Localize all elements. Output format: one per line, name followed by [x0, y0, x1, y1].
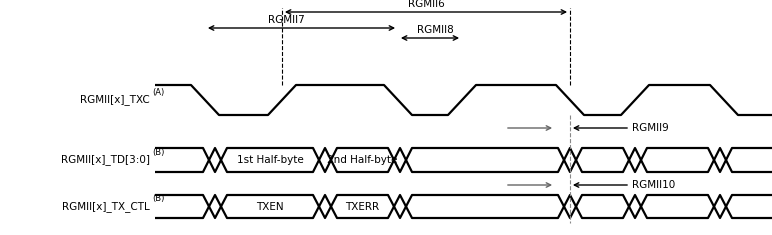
- Text: RGMII8: RGMII8: [417, 25, 453, 35]
- Text: RGMII10: RGMII10: [632, 180, 676, 190]
- Text: (A): (A): [152, 87, 164, 97]
- Text: TXEN: TXEN: [256, 201, 284, 212]
- Text: RGMII[x]_TD[3:0]: RGMII[x]_TD[3:0]: [61, 155, 150, 165]
- Text: (B): (B): [152, 148, 164, 157]
- Text: RGMII9: RGMII9: [632, 123, 669, 133]
- Text: RGMII7: RGMII7: [268, 15, 305, 25]
- Text: RGMII[x]_TXC: RGMII[x]_TXC: [80, 94, 150, 106]
- Text: (B): (B): [152, 194, 164, 203]
- Text: 1st Half-byte: 1st Half-byte: [237, 155, 303, 165]
- Text: RGMII6: RGMII6: [408, 0, 445, 9]
- Text: 2nd Half-byte: 2nd Half-byte: [327, 155, 398, 165]
- Text: RGMII[x]_TX_CTL: RGMII[x]_TX_CTL: [63, 201, 150, 212]
- Text: TXERR: TXERR: [345, 201, 380, 212]
